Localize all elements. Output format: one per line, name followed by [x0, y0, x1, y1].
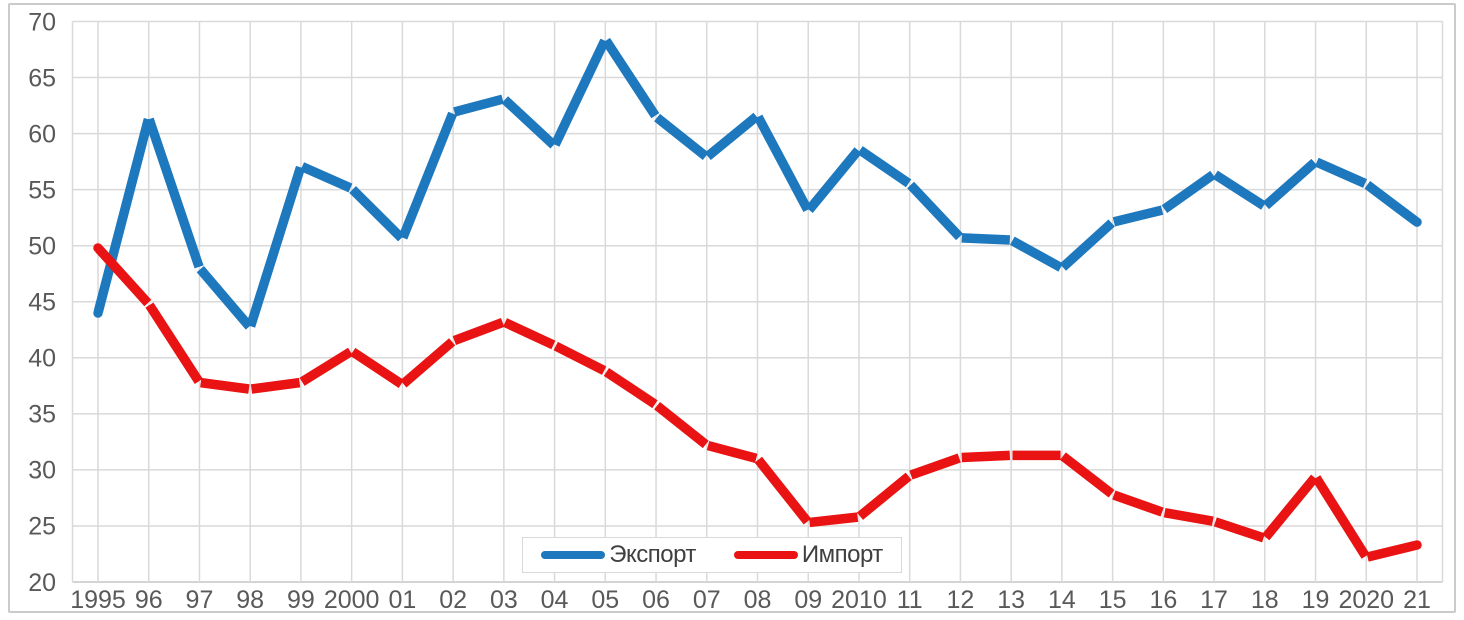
svg-text:50: 50: [28, 232, 56, 260]
svg-text:2020: 2020: [1338, 586, 1394, 614]
svg-text:40: 40: [28, 345, 56, 373]
legend: Экспорт Импорт: [522, 537, 902, 573]
svg-text:18: 18: [1251, 586, 1279, 614]
svg-text:09: 09: [794, 586, 822, 614]
svg-text:1995: 1995: [70, 586, 126, 614]
svg-text:12: 12: [947, 586, 975, 614]
svg-text:97: 97: [186, 586, 214, 614]
svg-text:15: 15: [1099, 586, 1127, 614]
export-line-swatch: [541, 551, 606, 559]
import-line-swatch: [733, 551, 798, 559]
svg-text:16: 16: [1149, 586, 1177, 614]
svg-text:30: 30: [28, 457, 56, 485]
legend-label-import: Импорт: [801, 541, 883, 568]
svg-text:13: 13: [997, 586, 1025, 614]
svg-text:96: 96: [135, 586, 163, 614]
legend-item-import: Импорт: [733, 541, 883, 568]
legend-label-export: Экспорт: [609, 541, 696, 568]
svg-text:55: 55: [28, 176, 56, 204]
svg-text:03: 03: [490, 586, 518, 614]
svg-text:21: 21: [1403, 586, 1431, 614]
svg-text:60: 60: [28, 120, 56, 148]
svg-text:19: 19: [1302, 586, 1330, 614]
svg-text:25: 25: [28, 513, 56, 541]
x-axis-labels: 1995 96 97 98 99 2000 01 02 03 04 05 06 07 08 09 2010 11…: [70, 586, 1431, 614]
series-import-line: [93, 243, 1422, 562]
svg-text:06: 06: [642, 586, 670, 614]
svg-text:2010: 2010: [831, 586, 887, 614]
svg-text:98: 98: [236, 586, 264, 614]
svg-text:02: 02: [439, 586, 467, 614]
svg-text:70: 70: [28, 8, 56, 36]
svg-text:45: 45: [28, 289, 56, 317]
svg-text:99: 99: [287, 586, 315, 614]
y-axis-labels: 20 25 30 35 40 45 50 55 60 65 70: [28, 8, 56, 597]
svg-text:07: 07: [693, 586, 721, 614]
svg-text:2000: 2000: [324, 586, 380, 614]
svg-text:11: 11: [897, 586, 923, 614]
series-export-line: [93, 37, 1422, 330]
svg-text:05: 05: [591, 586, 619, 614]
svg-text:08: 08: [744, 586, 772, 614]
svg-text:35: 35: [28, 401, 56, 429]
svg-text:17: 17: [1200, 586, 1228, 614]
legend-item-export: Экспорт: [541, 543, 696, 567]
svg-text:20: 20: [28, 569, 56, 597]
svg-text:65: 65: [28, 64, 56, 92]
svg-text:14: 14: [1048, 586, 1076, 614]
svg-text:04: 04: [541, 586, 569, 614]
svg-text:01: 01: [388, 586, 416, 614]
